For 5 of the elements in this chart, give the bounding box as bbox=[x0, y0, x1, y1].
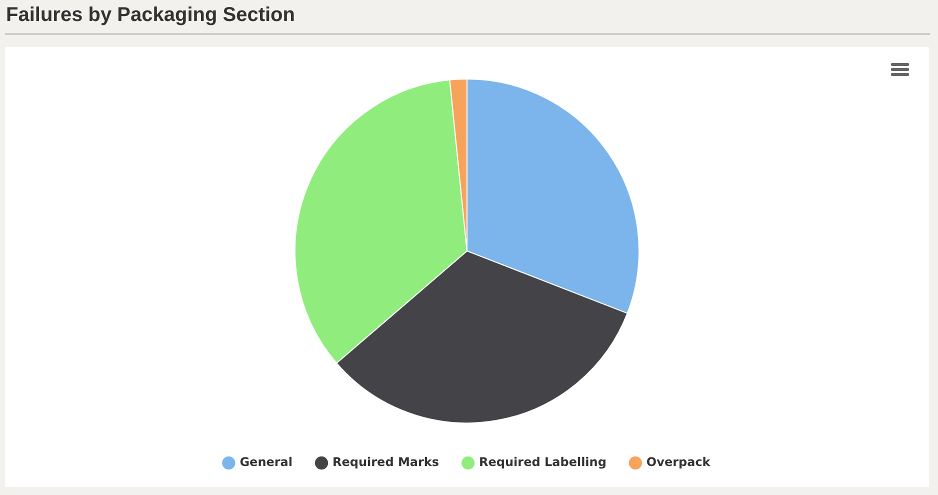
legend-label: General bbox=[240, 455, 293, 470]
legend-label: Overpack bbox=[646, 455, 712, 470]
legend-label: Required Marks bbox=[332, 455, 440, 470]
chart-title: Failures by Packaging Section bbox=[6, 4, 295, 27]
legend-label: Required Labelling bbox=[479, 455, 606, 470]
